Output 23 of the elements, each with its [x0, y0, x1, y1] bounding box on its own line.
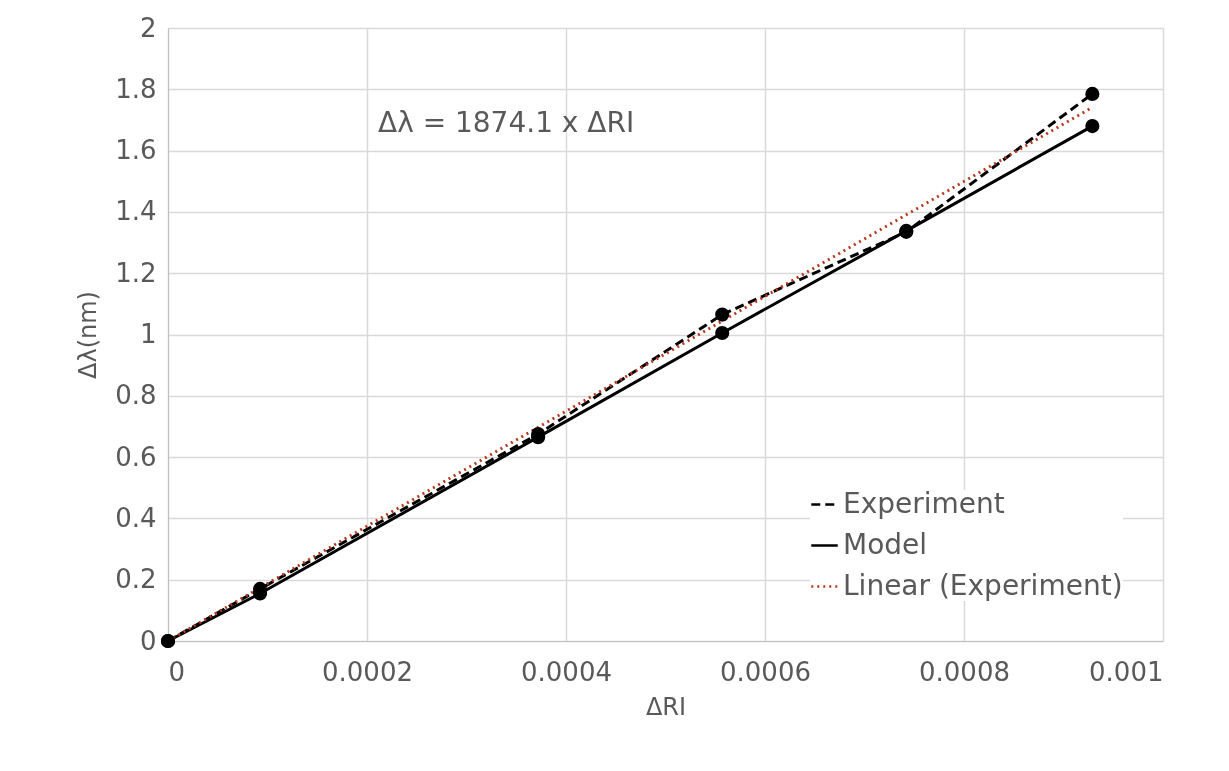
- x-tick-label: 0.0008: [919, 656, 1010, 687]
- y-tick-label: 0.2: [115, 564, 157, 595]
- x-tick-label: 0.0002: [322, 656, 413, 687]
- legend-label: Model: [843, 527, 928, 561]
- y-tick-label: 1.4: [115, 196, 157, 227]
- legend-label: Linear (Experiment): [843, 568, 1123, 602]
- y-tick-label: 1.6: [115, 135, 157, 166]
- x-tick-label: 0.001: [1089, 656, 1164, 687]
- x-tick-label: 0: [168, 656, 186, 687]
- y-tick-label: 0.4: [115, 502, 157, 533]
- y-tick-label: 1.2: [115, 257, 157, 288]
- y-tick-label: 0: [139, 625, 157, 656]
- y-tick-label: 2: [139, 12, 157, 43]
- y-axis-title: Δλ(nm): [74, 291, 103, 379]
- legend-label: Experiment: [843, 486, 1005, 520]
- x-tick-label: 0.0006: [720, 656, 811, 687]
- x-tick-label: 0.0004: [521, 656, 612, 687]
- x-axis-title: ΔRI: [645, 692, 687, 721]
- y-tick-label: 1.8: [115, 73, 157, 104]
- y-tick-label: 0.6: [115, 441, 157, 472]
- y-tick-label: 1: [139, 319, 157, 349]
- annotation: Δλ = 1874.1 x ΔRI: [378, 106, 635, 139]
- y-tick-label: 0.8: [115, 380, 157, 411]
